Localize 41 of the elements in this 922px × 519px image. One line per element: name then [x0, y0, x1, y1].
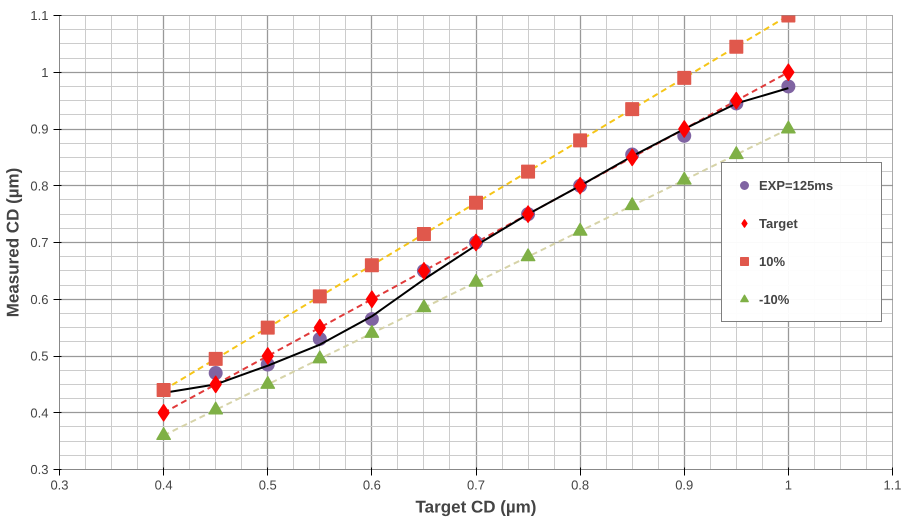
- point: [416, 226, 431, 241]
- y-axis-title: Measured CD (µm): [3, 168, 22, 318]
- point: [208, 366, 223, 380]
- x-tick-label: 0.8: [571, 478, 590, 492]
- point: [208, 352, 223, 366]
- x-tick-label: 1: [784, 478, 792, 492]
- point: [364, 258, 379, 272]
- x-tick-label: 0.9: [675, 478, 694, 492]
- y-tick-label: 1.1: [30, 8, 49, 23]
- legend-label: EXP=125ms: [759, 178, 834, 192]
- y-tick-label: 0.5: [30, 348, 49, 364]
- x-tick-label: 0.3: [50, 478, 69, 492]
- y-tick-label: 0.8: [30, 178, 49, 194]
- point: [312, 289, 327, 304]
- point: [521, 164, 536, 179]
- x-axis-title: Target CD (µm): [416, 498, 536, 516]
- y-tick-label: 1: [41, 64, 49, 80]
- point: [157, 404, 170, 422]
- y-tick-label: 0.7: [30, 235, 49, 250]
- y-tick-label: 0.4: [30, 405, 49, 420]
- y-tick-label: 0.9: [30, 122, 49, 136]
- point: [729, 40, 744, 54]
- legend-label: -10%: [759, 292, 790, 306]
- point: [469, 196, 483, 210]
- x-tick-label: 0.4: [154, 478, 173, 492]
- x-tick-label: 0.5: [258, 478, 277, 492]
- point: [677, 70, 692, 85]
- point: [366, 290, 378, 308]
- point: [156, 383, 171, 398]
- x-tick-label: 0.7: [466, 478, 486, 492]
- point: [573, 133, 588, 148]
- y-tick-label: 0.6: [30, 292, 49, 307]
- point: [781, 79, 796, 94]
- point: [625, 102, 640, 116]
- x-tick-label: 1.1: [883, 478, 902, 492]
- point: [782, 63, 795, 82]
- x-tick-label: 0.6: [362, 478, 381, 492]
- point: [260, 320, 275, 335]
- legend-label: Target: [759, 216, 799, 230]
- legend-label: 10%: [759, 254, 786, 268]
- y-tick-label: 0.3: [30, 462, 49, 477]
